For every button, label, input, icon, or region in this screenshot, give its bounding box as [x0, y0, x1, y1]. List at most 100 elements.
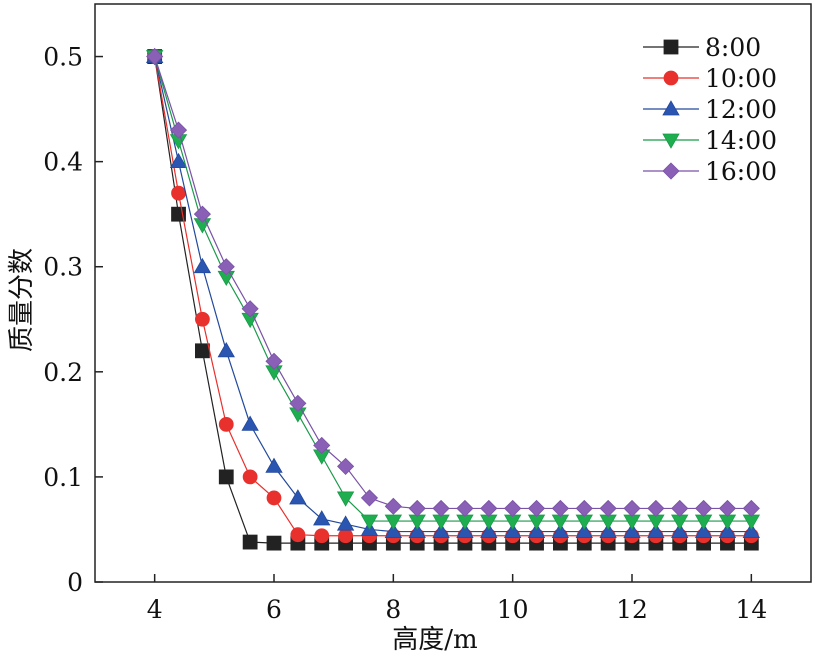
data-point-triangle-up [289, 489, 307, 505]
data-point-diamond [360, 489, 379, 507]
data-point-triangle-up [169, 152, 188, 169]
data-point-triangle-down [694, 514, 713, 530]
data-point-triangle-up [432, 522, 450, 538]
data-point-diamond [313, 436, 331, 454]
data-point-triangle-down [671, 514, 689, 530]
data-point-triangle-down [662, 133, 680, 149]
data-point-circle [290, 527, 306, 543]
series-layer [145, 47, 761, 551]
data-point-circle [218, 416, 234, 432]
series-line [154, 56, 752, 537]
y-tick-label: 0.1 [43, 463, 83, 492]
data-point-circle [314, 528, 330, 544]
data-point-triangle-up [671, 522, 689, 538]
x-tick-label: 12 [616, 595, 648, 624]
data-point-diamond [718, 499, 737, 518]
data-point-triangle-down [575, 514, 593, 530]
data-point-diamond [289, 394, 307, 412]
data-point-square [266, 535, 282, 551]
legend-label: 12:00 [705, 95, 777, 124]
legend-item: 14:00 [643, 126, 777, 155]
plot-area-frame [94, 3, 812, 583]
x-axis: 4 6 8 10 12 14 [147, 574, 767, 624]
data-point-triangle-down [503, 514, 522, 530]
data-point-triangle-up [384, 522, 403, 538]
data-point-diamond [623, 499, 641, 518]
data-point-triangle-down [384, 514, 403, 530]
data-point-triangle-down [623, 514, 641, 530]
data-point-triangle-up [241, 415, 259, 431]
legend-item: 8:00 [643, 33, 761, 62]
data-point-diamond [384, 497, 402, 515]
data-point-diamond [169, 121, 188, 139]
data-point-triangle-up [456, 522, 474, 538]
data-point-triangle-down [336, 491, 355, 507]
legend-label: 10:00 [705, 64, 777, 93]
data-point-circle [338, 528, 354, 544]
y-tick-label: 0.3 [43, 253, 83, 282]
x-tick-label: 4 [147, 595, 163, 624]
series-1200 [145, 47, 761, 538]
data-point-triangle-up [217, 341, 235, 358]
data-point-triangle-down [718, 514, 737, 530]
legend-label: 16:00 [705, 157, 777, 186]
legend-item: 16:00 [643, 157, 777, 186]
data-point-triangle-up [623, 522, 641, 538]
data-point-triangle-down [551, 514, 570, 530]
data-point-triangle-up [265, 457, 283, 473]
data-point-triangle-up [193, 257, 212, 274]
legend-item: 12:00 [643, 95, 777, 124]
y-tick-label: 0.5 [43, 43, 83, 72]
y-tick-label: 0.2 [43, 358, 83, 387]
y-axis: 0 0.1 0.2 0.3 0.4 0.5 [43, 43, 103, 597]
x-tick-label: 6 [266, 595, 282, 624]
data-point-triangle-down [599, 514, 617, 530]
legend-item: 10:00 [643, 64, 777, 93]
data-point-triangle-up [551, 522, 570, 538]
data-point-triangle-down [456, 514, 474, 530]
data-point-triangle-down [408, 514, 426, 530]
data-point-square [242, 534, 258, 550]
data-point-diamond [265, 352, 283, 370]
series-1000 [147, 49, 759, 544]
data-point-triangle-up [527, 522, 546, 538]
data-point-diamond [456, 499, 474, 518]
data-point-diamond [551, 499, 569, 518]
data-point-diamond [241, 300, 259, 318]
series-line [154, 56, 752, 533]
data-point-diamond [599, 499, 617, 518]
data-point-triangle-down [480, 514, 498, 530]
data-point-circle [171, 185, 186, 201]
data-point-diamond [504, 499, 522, 518]
data-point-circle [266, 490, 282, 506]
data-point-triangle-up [718, 522, 737, 538]
data-point-triangle-down [647, 514, 665, 530]
y-axis-label: 质量分数 [7, 248, 37, 352]
data-point-triangle-up [503, 522, 522, 538]
data-point-circle [242, 469, 258, 485]
series-1400 [145, 50, 761, 530]
series-1600 [146, 47, 760, 518]
data-point-triangle-down [527, 514, 546, 530]
data-point-diamond [146, 47, 164, 66]
y-tick-label: 0.4 [43, 148, 83, 177]
y-tick-label: 0 [67, 568, 83, 597]
data-point-triangle-down [742, 514, 761, 530]
data-point-diamond [527, 499, 546, 518]
data-point-square [218, 469, 234, 485]
legend-label: 14:00 [705, 126, 777, 155]
data-point-triangle-up [336, 515, 355, 531]
data-point-diamond [671, 499, 689, 518]
series-line [154, 56, 752, 522]
data-point-triangle-up [599, 522, 617, 538]
data-point-triangle-up [694, 522, 713, 538]
data-point-diamond [408, 499, 426, 518]
data-point-circle [194, 311, 210, 327]
data-point-triangle-up [662, 100, 680, 116]
data-point-diamond [742, 499, 760, 518]
data-point-diamond [193, 205, 211, 223]
series-line [154, 56, 752, 510]
data-point-diamond [575, 499, 593, 518]
